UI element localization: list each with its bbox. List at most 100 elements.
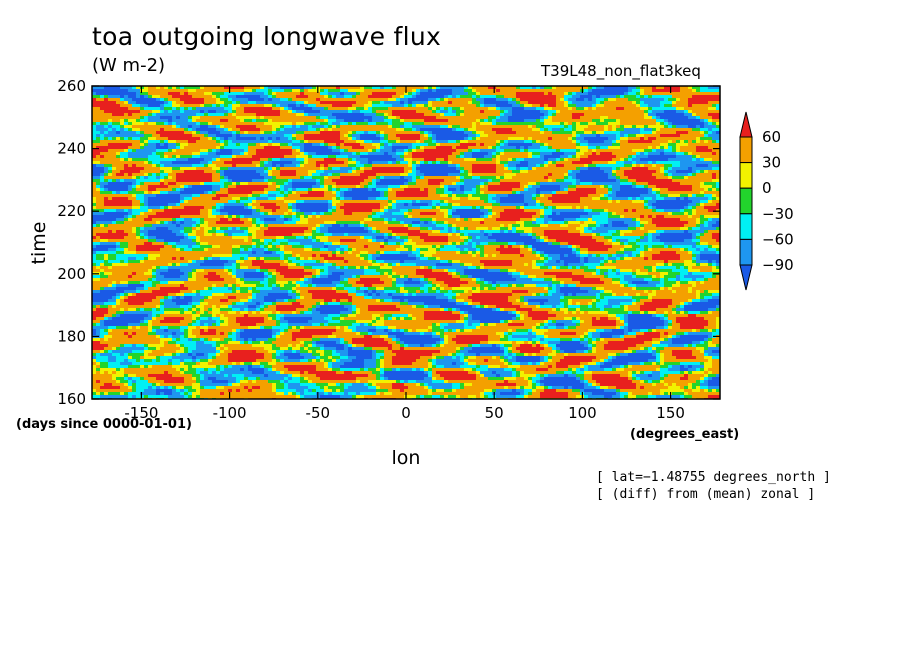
heatmap-cell (668, 152, 673, 156)
heatmap-cell (416, 101, 421, 105)
heatmap-cell (120, 92, 125, 96)
heatmap-cell (296, 170, 301, 174)
heatmap-cell (388, 110, 393, 114)
heatmap-cell (396, 140, 401, 144)
heatmap-cell (244, 128, 249, 132)
heatmap-cell (356, 86, 361, 90)
heatmap-cell (196, 122, 201, 126)
heatmap-cell (504, 89, 509, 93)
heatmap-cell (492, 173, 497, 177)
heatmap-cell (100, 101, 105, 105)
heatmap-cell (572, 161, 577, 165)
heatmap-cell (604, 125, 609, 129)
heatmap-cell (268, 179, 273, 183)
heatmap-cell (420, 116, 425, 120)
heatmap-cell (540, 95, 545, 99)
heatmap-cell (592, 137, 597, 141)
heatmap-cell (496, 119, 501, 123)
heatmap-cell (244, 98, 249, 102)
heatmap-cell (716, 95, 720, 99)
heatmap-cell (676, 149, 681, 153)
heatmap-cell (288, 155, 293, 159)
heatmap-cell (548, 89, 553, 93)
heatmap-cell (332, 92, 337, 96)
heatmap-cell (292, 146, 297, 150)
heatmap-cell (700, 173, 705, 177)
heatmap-cell (380, 107, 385, 111)
heatmap-cell (328, 140, 333, 144)
heatmap-cell (148, 167, 153, 171)
heatmap-cell (240, 125, 245, 129)
heatmap-cell (456, 173, 461, 177)
heatmap-cell (712, 128, 717, 132)
heatmap-cell (280, 110, 285, 114)
heatmap-cell (420, 113, 425, 117)
heatmap-cell (660, 137, 665, 141)
heatmap-cell (100, 161, 105, 165)
heatmap-cell (452, 167, 457, 171)
heatmap-cell (228, 170, 233, 174)
heatmap-cell (664, 104, 669, 108)
heatmap-cell (628, 131, 633, 135)
heatmap-cell (624, 95, 629, 99)
heatmap-cell (404, 119, 409, 123)
heatmap-cell (172, 179, 177, 183)
heatmap-cell (328, 128, 333, 132)
heatmap-cell (684, 92, 689, 96)
heatmap-cell (504, 155, 509, 159)
heatmap-cell (564, 113, 569, 117)
heatmap-cell (456, 134, 461, 138)
heatmap-cell (288, 95, 293, 99)
heatmap-cell (700, 149, 705, 153)
heatmap-cell (564, 101, 569, 105)
heatmap-cell (384, 158, 389, 162)
heatmap-cell (292, 149, 297, 153)
heatmap-cell (708, 92, 713, 96)
heatmap-cell (348, 107, 353, 111)
heatmap-cell (324, 155, 329, 159)
heatmap-cell (396, 155, 401, 159)
heatmap-cell (244, 122, 249, 126)
heatmap-cell (236, 95, 241, 99)
heatmap-cell (716, 89, 720, 93)
heatmap-cell (560, 128, 565, 132)
heatmap-cell (204, 146, 209, 150)
heatmap-cell (152, 89, 157, 93)
heatmap-cell (540, 164, 545, 168)
heatmap-cell (548, 155, 553, 159)
heatmap-cell (292, 176, 297, 180)
heatmap-cell (684, 104, 689, 108)
heatmap-cell (672, 146, 677, 150)
heatmap-cell (236, 119, 241, 123)
heatmap-cell (520, 146, 525, 150)
heatmap-cell (648, 89, 653, 93)
heatmap-cell (676, 104, 681, 108)
heatmap-cell (100, 92, 105, 96)
heatmap-cell (544, 128, 549, 132)
heatmap-cell (108, 122, 113, 126)
heatmap-cell (128, 167, 133, 171)
heatmap-cell (476, 176, 481, 180)
heatmap-cell (560, 152, 565, 156)
heatmap-cell (316, 161, 321, 165)
heatmap-cell (148, 173, 153, 177)
heatmap-cell (236, 89, 241, 93)
heatmap-cell (704, 149, 709, 153)
heatmap-cell (676, 167, 681, 171)
heatmap-cell (164, 125, 169, 129)
heatmap-cell (296, 152, 301, 156)
heatmap-cell (304, 137, 309, 141)
heatmap-cell (624, 140, 629, 144)
heatmap-cell (620, 161, 625, 165)
heatmap-cell (572, 149, 577, 153)
heatmap-cell (200, 101, 205, 105)
heatmap-cell (560, 116, 565, 120)
heatmap-cell (324, 128, 329, 132)
heatmap-cell (388, 128, 393, 132)
heatmap-cell (584, 95, 589, 99)
heatmap-cell (420, 164, 425, 168)
heatmap-cell (612, 104, 617, 108)
heatmap-cell (228, 119, 233, 123)
heatmap-cell (300, 140, 305, 144)
heatmap-cell (508, 179, 513, 183)
